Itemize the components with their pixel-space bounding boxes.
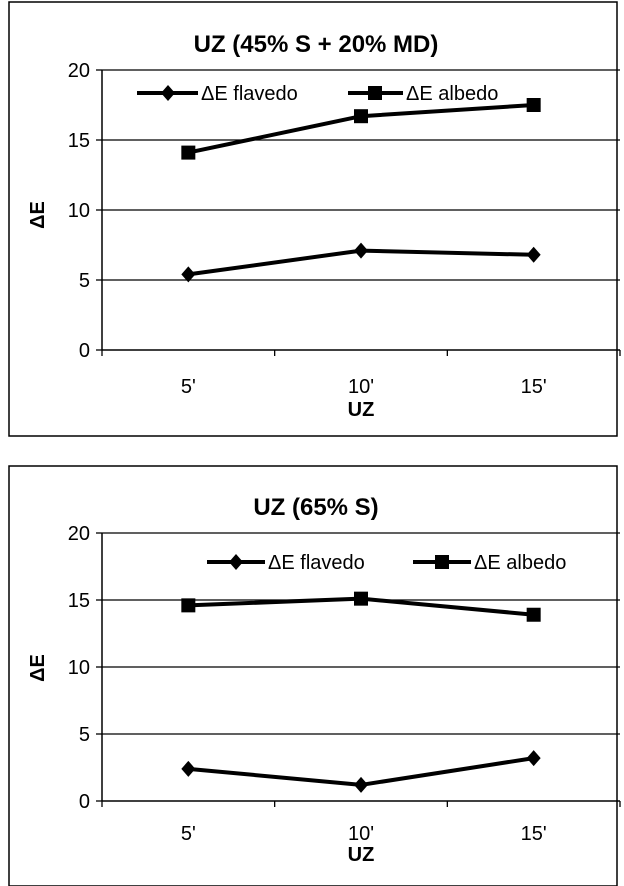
data-point (181, 145, 196, 160)
y-tick-label: 20 (68, 60, 90, 82)
legend-label: ΔE flavedo (201, 83, 298, 105)
data-point (354, 242, 368, 259)
chart-title: UZ (65% S) (253, 494, 378, 521)
legend-label: ΔE albedo (406, 83, 498, 105)
chart-2: 0 5 10 15 20 5' 10' 15' UZ (65% S) UZ ΔE ΔE flavedo… (8, 465, 621, 886)
y-tick-label: 5 (79, 270, 90, 292)
data-point (354, 591, 368, 606)
legend-marker (435, 555, 449, 569)
legend-label: ΔE albedo (474, 552, 566, 574)
y-tick-label: 15 (68, 130, 90, 152)
y-tick-label: 20 (68, 523, 90, 545)
data-point (526, 607, 541, 622)
x-tick-label: 10' (348, 376, 374, 398)
legend-marker (161, 85, 175, 101)
x-tick-label: 10' (348, 823, 374, 845)
data-point (181, 266, 196, 283)
y-axis-label: ΔE (27, 201, 49, 229)
y-tick-label: 15 (68, 590, 90, 612)
data-point (181, 760, 196, 777)
chart-frame (8, 465, 618, 886)
x-tick-label: 5' (181, 376, 196, 398)
y-axis-label: ΔE (27, 654, 49, 682)
legend-marker (368, 86, 382, 100)
y-tick-label: 10 (68, 657, 90, 679)
x-tick-label: 15' (521, 823, 547, 845)
data-point (181, 598, 196, 613)
legend-label: ΔE flavedo (268, 552, 365, 574)
legend-marker (229, 554, 243, 570)
data-point (526, 246, 541, 263)
chart-1: 0 5 10 15 20 5' 10' 15' UZ (45% S + 20% MD) UZ ΔE Δ… (8, 1, 621, 437)
data-point (354, 109, 368, 124)
y-tick-label: 10 (68, 200, 90, 222)
x-tick-label: 15' (521, 376, 547, 398)
x-tick-label: 5' (181, 823, 196, 845)
data-point (354, 776, 368, 793)
chart-frame (8, 1, 618, 437)
chart-title: UZ (45% S + 20% MD) (194, 31, 439, 58)
data-point (526, 750, 541, 767)
x-axis-label: UZ (348, 399, 375, 421)
data-point (526, 98, 541, 112)
y-tick-label: 5 (79, 724, 90, 746)
y-tick-label: 0 (79, 340, 90, 362)
y-tick-label: 0 (79, 791, 90, 813)
x-axis-label: UZ (348, 844, 375, 866)
